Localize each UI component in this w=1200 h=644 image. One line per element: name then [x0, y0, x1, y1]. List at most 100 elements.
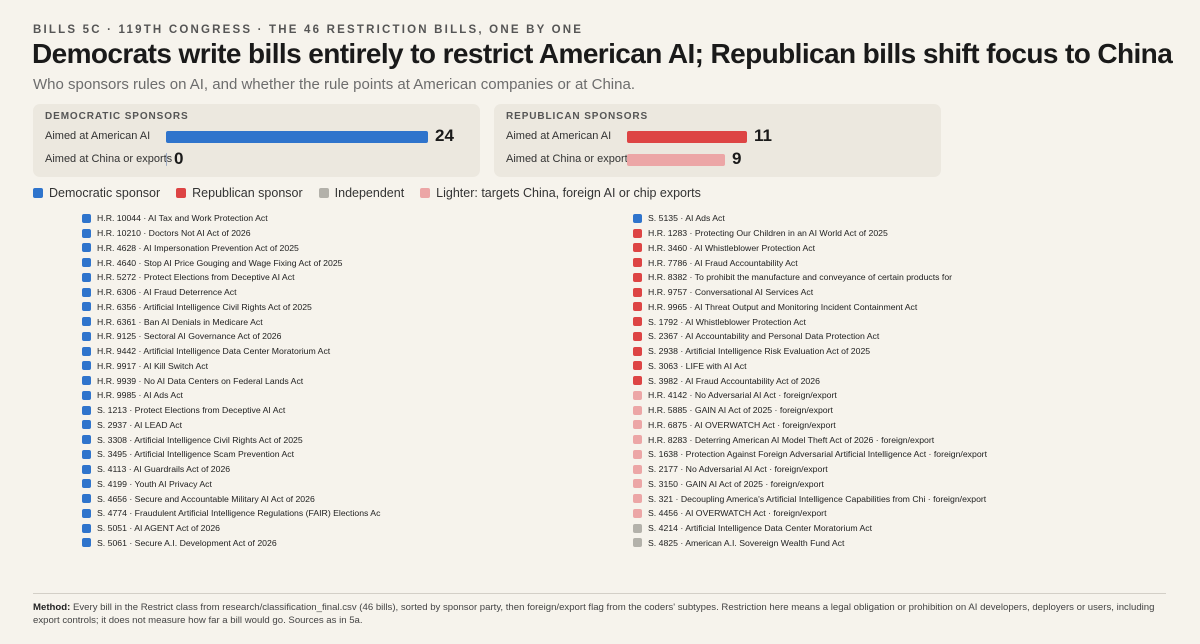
- dem-row-label-china: Aimed at China or exports: [45, 153, 173, 165]
- bill-label: S. 3150 · GAIN AI Act of 2025 · foreign/…: [648, 478, 824, 489]
- party-swatch: [82, 538, 91, 548]
- bill-label: H.R. 10210 · Doctors Not AI Act of 2026: [97, 228, 251, 239]
- party-swatch: [633, 376, 642, 386]
- bill-item: S. 2177 · No Adversarial AI Act · foreig…: [633, 462, 1153, 477]
- bill-item: H.R. 4628 · AI Impersonation Prevention …: [82, 241, 522, 256]
- bill-item: H.R. 4640 · Stop AI Price Gouging and Wa…: [82, 255, 522, 270]
- bill-item: S. 1638 · Protection Against Foreign Adv…: [633, 447, 1153, 462]
- bill-label: H.R. 8283 · Deterring American AI Model …: [648, 434, 935, 445]
- bill-list-left: H.R. 10044 · AI Tax and Work Protection …: [82, 211, 522, 550]
- party-swatch: [633, 523, 642, 533]
- bill-label: S. 4199 · Youth AI Privacy Act: [97, 478, 212, 489]
- democratic-panel-title: DEMOCRATIC SPONSORS: [45, 111, 189, 122]
- bill-item: H.R. 5885 · GAIN AI Act of 2025 · foreig…: [633, 403, 1153, 418]
- legend-swatch-lighter: [420, 188, 431, 198]
- bill-item: S. 4774 · Fraudulent Artificial Intellig…: [82, 506, 522, 521]
- bill-item: S. 4456 · AI OVERWATCH Act · foreign/exp…: [633, 506, 1153, 521]
- legend-label-lighter: Lighter: targets China, foreign AI or ch…: [436, 186, 701, 200]
- dem-row-american: Aimed at American AI 24: [45, 126, 480, 148]
- bill-label: H.R. 5885 · GAIN AI Act of 2025 · foreig…: [648, 405, 833, 416]
- legend-democratic: Democratic sponsor: [33, 186, 160, 200]
- bill-item: H.R. 9442 · Artificial Intelligence Data…: [82, 344, 522, 359]
- bill-item: H.R. 3460 · AI Whistleblower Protection …: [633, 241, 1153, 256]
- divider: [33, 593, 1166, 594]
- bill-item: H.R. 9939 · No AI Data Centers on Federa…: [82, 373, 522, 388]
- party-swatch: [633, 331, 642, 341]
- party-swatch: [633, 494, 642, 504]
- bill-label: H.R. 4142 · No Adversarial AI Act · fore…: [648, 390, 837, 401]
- bill-item: H.R. 4142 · No Adversarial AI Act · fore…: [633, 388, 1153, 403]
- method-label: Method:: [33, 602, 71, 613]
- subtitle: Who sponsors rules on AI, and whether th…: [33, 76, 635, 93]
- dem-bar-american: [166, 131, 428, 143]
- party-swatch: [82, 243, 91, 253]
- legend-independent: Independent: [318, 186, 404, 200]
- bill-item: S. 5135 · AI Ads Act: [633, 211, 1153, 226]
- bill-label: S. 5061 · Secure A.I. Development Act of…: [97, 537, 277, 548]
- bill-item: S. 1213 · Protect Elections from Decepti…: [82, 403, 522, 418]
- bill-label: S. 1213 · Protect Elections from Decepti…: [97, 405, 286, 416]
- bill-label: H.R. 5272 · Protect Elections from Decep…: [97, 272, 295, 283]
- party-swatch: [82, 420, 91, 430]
- bill-item: S. 2937 · AI LEAD Act: [82, 418, 522, 433]
- rep-row-label-china: Aimed at China or exports: [506, 153, 634, 165]
- legend-lighter: Lighter: targets China, foreign AI or ch…: [420, 186, 701, 200]
- bill-label: S. 3063 · LIFE with AI Act: [648, 360, 747, 371]
- bill-label: H.R. 8382 · To prohibit the manufacture …: [648, 272, 953, 283]
- party-swatch: [82, 272, 91, 282]
- bill-item: S. 4214 · Artificial Intelligence Data C…: [633, 521, 1153, 536]
- legend-swatch-republican: [176, 188, 187, 198]
- party-swatch: [82, 479, 91, 489]
- rep-bar-china: [627, 154, 725, 166]
- method-text: Every bill in the Restrict class from re…: [33, 602, 1155, 626]
- bill-label: S. 3495 · Artificial Intelligence Scam P…: [97, 449, 295, 460]
- bill-label: H.R. 4640 · Stop AI Price Gouging and Wa…: [97, 257, 343, 268]
- party-swatch: [633, 346, 642, 356]
- party-swatch: [82, 302, 91, 312]
- bill-item: S. 3150 · GAIN AI Act of 2025 · foreign/…: [633, 477, 1153, 492]
- party-swatch: [82, 435, 91, 445]
- dem-row-label-american: Aimed at American AI: [45, 130, 151, 142]
- party-swatch: [633, 435, 642, 445]
- bill-label: H.R. 6306 · AI Fraud Deterrence Act: [97, 287, 237, 298]
- legend-swatch-democratic: [33, 188, 43, 198]
- legend-label-republican: Republican sponsor: [192, 186, 303, 200]
- bill-item: H.R. 9985 · AI Ads Act: [82, 388, 522, 403]
- bill-label: S. 4825 · American A.I. Sovereign Wealth…: [648, 537, 845, 548]
- rep-row-american: Aimed at American AI 11: [506, 126, 941, 148]
- bill-label: S. 4774 · Fraudulent Artificial Intellig…: [97, 508, 381, 519]
- party-swatch: [82, 376, 91, 386]
- bill-label: S. 4214 · Artificial Intelligence Data C…: [648, 523, 873, 534]
- party-swatch: [82, 494, 91, 504]
- bill-label: S. 2938 · Artificial Intelligence Risk E…: [648, 346, 871, 357]
- bill-item: H.R. 6361 · Ban AI Denials in Medicare A…: [82, 314, 522, 329]
- rep-row-label-american: Aimed at American AI: [506, 130, 612, 142]
- bill-label: S. 1638 · Protection Against Foreign Adv…: [648, 449, 987, 460]
- bill-item: H.R. 9757 · Conversational AI Services A…: [633, 285, 1153, 300]
- bill-label: H.R. 6875 · AI OVERWATCH Act · foreign/e…: [648, 419, 836, 430]
- dem-value-american: 24: [435, 126, 454, 145]
- bill-label: H.R. 3460 · AI Whistleblower Protection …: [648, 242, 816, 253]
- bill-label: H.R. 9985 · AI Ads Act: [97, 390, 183, 401]
- republican-panel: REPUBLICAN SPONSORS Aimed at American AI…: [494, 104, 941, 177]
- party-swatch: [82, 449, 91, 459]
- bill-item: H.R. 6875 · AI OVERWATCH Act · foreign/e…: [633, 418, 1153, 433]
- bill-item: S. 5051 · AI AGENT Act of 2026: [82, 521, 522, 536]
- bill-item: H.R. 6356 · Artificial Intelligence Civi…: [82, 300, 522, 315]
- dem-row-china: Aimed at China or exports 0: [45, 149, 480, 171]
- rep-value-china: 9: [732, 149, 742, 168]
- republican-panel-title: REPUBLICAN SPONSORS: [506, 111, 649, 122]
- bill-item: H.R. 6306 · AI Fraud Deterrence Act: [82, 285, 522, 300]
- party-swatch: [82, 508, 91, 518]
- party-swatch: [633, 508, 642, 518]
- bill-item: S. 5061 · Secure A.I. Development Act of…: [82, 536, 522, 551]
- bill-label: S. 4113 · AI Guardrails Act of 2026: [97, 464, 231, 475]
- bill-item: S. 4199 · Youth AI Privacy Act: [82, 477, 522, 492]
- party-swatch: [633, 317, 642, 327]
- bill-label: S. 4456 · AI OVERWATCH Act · foreign/exp…: [648, 508, 827, 519]
- bill-label: H.R. 9965 · AI Threat Output and Monitor…: [648, 301, 918, 312]
- bill-label: H.R. 9757 · Conversational AI Services A…: [648, 287, 814, 298]
- bill-label: S. 2367 · AI Accountability and Personal…: [648, 331, 880, 342]
- party-swatch: [633, 287, 642, 297]
- party-swatch: [633, 420, 642, 430]
